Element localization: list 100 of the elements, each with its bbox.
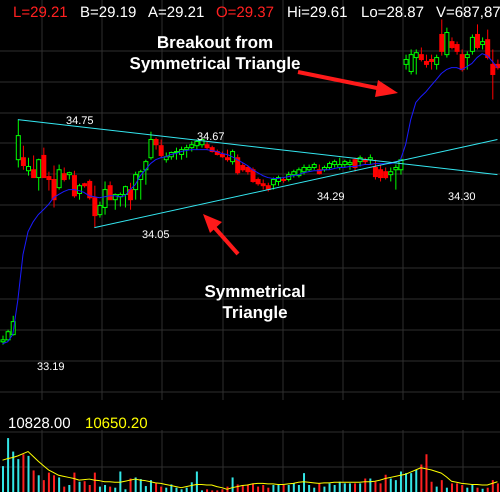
bar <box>430 482 433 492</box>
bar <box>58 477 60 492</box>
annotation: 34.67 <box>197 131 225 145</box>
bar <box>134 477 137 492</box>
candlestick <box>230 149 236 166</box>
text: 33.19 <box>37 361 65 375</box>
bar <box>486 488 489 492</box>
bar <box>165 488 168 492</box>
candlestick <box>352 157 358 172</box>
bar <box>22 454 24 492</box>
annotation: O=29.37 <box>216 4 274 23</box>
bar <box>384 474 387 492</box>
bar <box>390 478 392 492</box>
annotation: V=687,87 <box>436 4 500 23</box>
bar <box>144 486 147 492</box>
candlestick <box>56 164 62 190</box>
bar <box>374 482 376 492</box>
candlestick <box>62 166 67 182</box>
bar <box>38 475 40 492</box>
bar <box>466 488 468 492</box>
bar <box>354 483 356 492</box>
candlestick <box>444 27 450 58</box>
bar <box>425 454 428 492</box>
bar <box>318 483 320 492</box>
bar <box>12 452 14 492</box>
bar <box>303 473 306 492</box>
bar <box>94 472 96 492</box>
annotation: 34.75 <box>66 115 94 129</box>
bar <box>405 473 408 492</box>
bar <box>440 480 443 492</box>
bar <box>124 489 126 492</box>
candlestick <box>72 170 77 198</box>
bar <box>119 472 122 492</box>
candlestick <box>460 48 465 72</box>
bar <box>446 488 448 492</box>
bar <box>476 488 478 492</box>
bar <box>288 484 290 492</box>
bar <box>42 480 45 492</box>
candlestick <box>158 139 164 158</box>
bar <box>267 488 270 492</box>
bar <box>114 488 116 492</box>
candlestick <box>388 166 394 182</box>
candlestick <box>143 159 148 186</box>
bar <box>7 438 10 492</box>
annotation: B=29.19 <box>80 4 136 23</box>
bar <box>415 470 418 492</box>
bar <box>257 486 260 492</box>
annotation: Lo=28.87 <box>361 4 424 23</box>
bar <box>328 483 331 492</box>
bar <box>2 466 4 492</box>
bar <box>186 488 188 492</box>
bar <box>88 484 91 492</box>
bar <box>104 484 106 492</box>
bar <box>461 484 464 492</box>
bar <box>140 479 142 492</box>
annotation: 34.30 <box>448 191 476 205</box>
bar <box>180 489 183 492</box>
bar <box>471 484 474 492</box>
bar <box>369 478 372 492</box>
bar <box>232 477 234 492</box>
bar <box>292 483 295 492</box>
annotation: L=29.21 <box>13 4 68 23</box>
bar <box>456 483 458 492</box>
candlestick <box>26 157 32 176</box>
bar <box>492 480 494 492</box>
bar <box>109 486 112 492</box>
bar <box>272 484 274 492</box>
bar <box>17 459 20 492</box>
bar <box>496 483 499 492</box>
bar <box>84 481 86 492</box>
bar <box>160 486 162 492</box>
text: 10650.20 <box>85 415 148 434</box>
candlestick <box>148 131 154 160</box>
bar <box>48 472 50 492</box>
bar <box>150 480 152 492</box>
bar <box>323 486 326 492</box>
candlestick <box>464 50 470 70</box>
bar <box>450 483 453 492</box>
bar <box>282 484 285 492</box>
bar <box>68 484 70 492</box>
candlestick <box>470 34 475 56</box>
bar <box>98 486 101 492</box>
bar <box>175 488 178 492</box>
bar <box>196 472 198 492</box>
candlestick <box>368 154 373 166</box>
bar <box>359 483 362 492</box>
bar <box>155 483 158 492</box>
bar <box>334 484 336 492</box>
candlestick <box>439 19 444 56</box>
candlestick <box>31 154 36 178</box>
candlestick <box>108 180 113 200</box>
bar <box>344 483 346 492</box>
bar <box>308 484 310 492</box>
candlestick <box>224 149 230 162</box>
bar <box>298 484 300 492</box>
annotation: Symmetrical Triangle <box>203 281 307 324</box>
bar <box>410 473 412 492</box>
bar <box>278 484 280 492</box>
bar <box>436 486 438 492</box>
bar <box>78 482 81 492</box>
